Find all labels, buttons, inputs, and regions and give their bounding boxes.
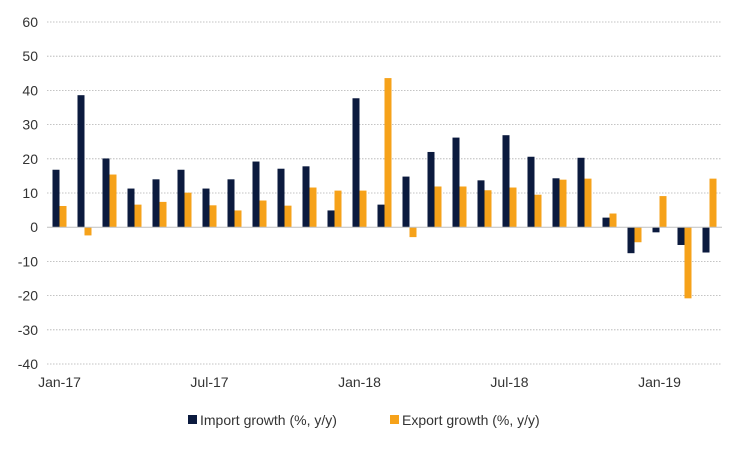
y-tick-label: -10: [18, 253, 38, 269]
bar-export: [384, 78, 392, 228]
bar-import: [627, 227, 635, 254]
legend: Import growth (%, y/y) Export growth (%,…: [188, 412, 540, 428]
bar-import: [477, 180, 485, 228]
bar-export: [684, 227, 692, 299]
bar-export: [184, 192, 192, 228]
bar-import: [552, 178, 560, 228]
bar-import: [502, 135, 510, 228]
bar-export: [459, 186, 467, 228]
x-tick-label: Jul-18: [490, 374, 528, 390]
x-tick-label: Jan-19: [638, 374, 681, 390]
bar-export: [234, 210, 242, 228]
x-tick-label: Jan-18: [338, 374, 381, 390]
bar-export: [659, 196, 667, 228]
y-tick-label: 30: [22, 117, 38, 133]
y-tick-label: 60: [22, 14, 38, 30]
bar-export: [309, 187, 317, 228]
bar-export: [109, 174, 117, 228]
bar-export: [634, 227, 642, 243]
bar-import: [402, 176, 410, 228]
bar-import: [252, 161, 260, 228]
bars: [52, 78, 717, 299]
y-tick-label: -20: [18, 288, 38, 304]
bar-import: [427, 151, 435, 228]
bar-import: [652, 227, 660, 233]
bar-import: [527, 156, 535, 228]
x-axis-tick-labels: Jan-17 Jul-17 Jan-18 Jul-18 Jan-19: [38, 374, 681, 390]
bar-import: [227, 179, 235, 228]
bar-export: [209, 205, 217, 228]
bar-export: [334, 190, 342, 228]
legend-label-export: Export growth (%, y/y): [402, 412, 540, 428]
bar-export: [284, 205, 292, 228]
bar-import: [677, 227, 685, 245]
bar-export: [159, 201, 167, 228]
bar-export: [584, 178, 592, 228]
bar-export: [134, 204, 142, 228]
bar-export: [534, 194, 542, 228]
bar-import: [702, 227, 710, 253]
bar-import: [177, 169, 185, 228]
bar-export: [409, 227, 417, 238]
bar-import: [127, 188, 135, 228]
bar-export: [84, 227, 92, 236]
bar-export: [509, 187, 517, 228]
bar-import: [152, 179, 160, 228]
bar-export: [259, 200, 267, 228]
y-axis-tick-labels: 60 50 40 30 20 10 0 -10 -20 -30 -40: [18, 14, 38, 372]
x-tick-label: Jul-17: [190, 374, 228, 390]
bar-import: [602, 217, 610, 228]
legend-label-import: Import growth (%, y/y): [200, 412, 337, 428]
legend-swatch-import: [188, 415, 197, 424]
bar-import: [77, 95, 85, 228]
bar-import: [452, 137, 460, 228]
bar-export: [709, 178, 717, 228]
legend-swatch-export: [390, 415, 399, 424]
bar-export: [484, 190, 492, 228]
bar-export: [609, 213, 617, 228]
bar-import: [577, 157, 585, 228]
y-tick-label: 0: [30, 219, 38, 235]
bar-import: [327, 210, 335, 228]
y-tick-label: 10: [22, 185, 38, 201]
bar-import: [277, 168, 285, 228]
bar-import: [202, 188, 210, 228]
y-tick-label: -30: [18, 322, 38, 338]
bar-import: [352, 98, 360, 228]
bar-import: [52, 169, 60, 228]
bar-export: [359, 190, 367, 228]
y-tick-label: 40: [22, 82, 38, 98]
bar-export: [59, 205, 67, 228]
y-tick-label: 50: [22, 48, 38, 64]
y-tick-label: -40: [18, 356, 38, 372]
bar-export: [559, 179, 567, 228]
bar-export: [434, 186, 442, 228]
bar-import: [377, 204, 385, 228]
bar-import: [102, 158, 110, 228]
x-tick-label: Jan-17: [38, 374, 81, 390]
bar-import: [302, 166, 310, 228]
y-tick-label: 20: [22, 151, 38, 167]
